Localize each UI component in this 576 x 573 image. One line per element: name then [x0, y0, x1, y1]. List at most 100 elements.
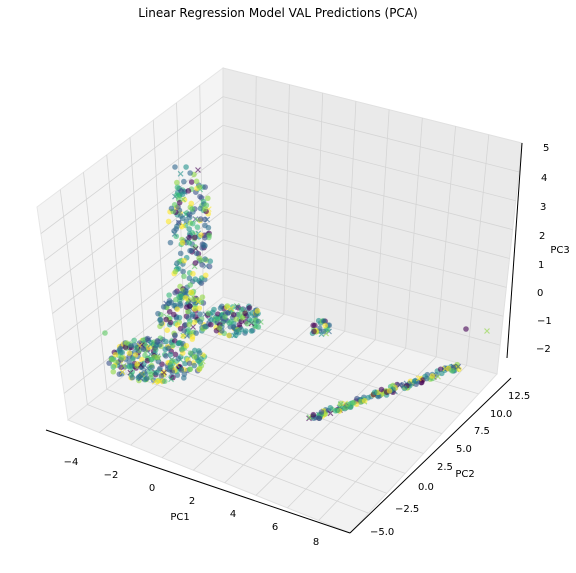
scatter-point	[197, 311, 203, 317]
scatter-point	[238, 306, 245, 313]
z-tick-label: −2	[536, 344, 551, 355]
scatter-point	[119, 349, 125, 356]
scatter-point	[248, 328, 255, 334]
scatter-point	[222, 314, 228, 320]
scatter-point	[198, 356, 204, 362]
scatter-point	[236, 311, 243, 318]
scatter-point	[155, 358, 162, 365]
scatter-point	[169, 358, 175, 364]
scatter-point	[186, 275, 193, 282]
scatter-point	[310, 411, 317, 418]
scatter-point	[153, 370, 160, 376]
z-tick-label: 0	[537, 288, 543, 299]
y-axis-label: PC2	[455, 469, 474, 480]
scatter-point	[242, 310, 248, 317]
scatter-points	[102, 164, 490, 422]
y-tick-label: 0.0	[418, 482, 434, 493]
scatter-point	[186, 226, 193, 232]
scatter-point	[109, 356, 116, 363]
y-tick-label: −2.5	[395, 504, 419, 515]
scatter-point	[208, 321, 214, 328]
scatter-point	[165, 218, 172, 225]
scatter-point	[175, 355, 182, 362]
scatter-point-x	[228, 305, 235, 312]
scatter-point	[196, 184, 202, 191]
scatter-point	[217, 305, 224, 311]
scatter-point	[386, 388, 393, 394]
scatter-point	[163, 316, 169, 323]
scatter-point	[202, 184, 208, 190]
scatter-point	[174, 184, 181, 191]
scatter-point	[202, 222, 208, 229]
scatter-point	[311, 328, 317, 335]
y-tick-label: 7.5	[474, 426, 490, 437]
scatter-point-x	[147, 341, 154, 348]
y-tick-label: 2.5	[437, 462, 453, 473]
scatter-point	[233, 316, 240, 322]
scatter-point	[163, 338, 169, 345]
z-tick-label: 1	[538, 260, 544, 271]
scatter-point-x	[177, 365, 184, 371]
scatter-point	[248, 318, 255, 324]
scatter-point	[149, 364, 155, 371]
scatter-point	[198, 280, 205, 286]
scatter-point	[191, 354, 198, 360]
scatter-point	[246, 305, 253, 311]
scatter-point	[102, 330, 108, 336]
scatter-point	[110, 364, 117, 370]
scatter-point	[174, 322, 181, 328]
scatter-point	[226, 320, 233, 326]
scatter-point	[193, 250, 200, 257]
scatter-point	[255, 324, 262, 330]
scatter-point	[208, 316, 214, 323]
scatter-point	[106, 360, 112, 366]
ticks: −4 −2 0 2 4 6 8 −5.0 −2.5 0.02.55.07.510.0 12.5 −2 −…	[64, 143, 552, 548]
scatter-point	[169, 369, 176, 376]
scatter-point	[181, 327, 187, 334]
z-tick-label: 3	[540, 202, 546, 213]
scatter-point	[183, 164, 189, 170]
scatter-point	[230, 311, 237, 318]
scatter-point	[197, 216, 204, 222]
scatter-point	[189, 336, 196, 342]
scatter-point	[186, 234, 192, 241]
scatter-point	[209, 309, 216, 316]
scatter-point	[167, 319, 174, 326]
y-tick-label: 5.0	[456, 444, 472, 455]
scatter-point	[378, 386, 385, 393]
z-tick-label: 2	[539, 231, 545, 242]
x-tick-label: −2	[104, 470, 119, 481]
scatter-point	[167, 351, 174, 358]
x-axis-label: PC1	[170, 512, 189, 523]
scatter-point	[350, 399, 357, 406]
scatter-point	[126, 364, 133, 370]
scatter-point	[191, 362, 198, 369]
scatter-point	[133, 345, 140, 351]
scatter-point-x	[327, 410, 334, 417]
scatter-point	[190, 270, 196, 277]
scatter-point	[418, 379, 425, 386]
scatter-point	[136, 374, 142, 380]
scatter-point	[337, 400, 344, 407]
z-tick-label: 5	[543, 143, 549, 154]
scatter-point	[334, 407, 341, 414]
scatter-point-x	[257, 319, 264, 325]
scatter-point	[310, 322, 317, 329]
scatter-point	[164, 327, 171, 333]
scatter-point	[318, 409, 325, 415]
scatter-point	[196, 350, 203, 356]
scatter-point	[196, 255, 202, 261]
scatter-point	[175, 340, 182, 347]
scatter-point	[166, 292, 172, 298]
scatter-point	[191, 347, 198, 354]
y-tick-label: 12.5	[508, 391, 530, 402]
scatter-point	[129, 374, 136, 381]
scatter-point	[179, 191, 186, 198]
scatter-point	[110, 368, 117, 375]
scatter-point	[187, 247, 193, 254]
scatter-point	[157, 365, 163, 372]
scatter-point-x	[396, 382, 403, 388]
scatter-point	[423, 375, 430, 382]
